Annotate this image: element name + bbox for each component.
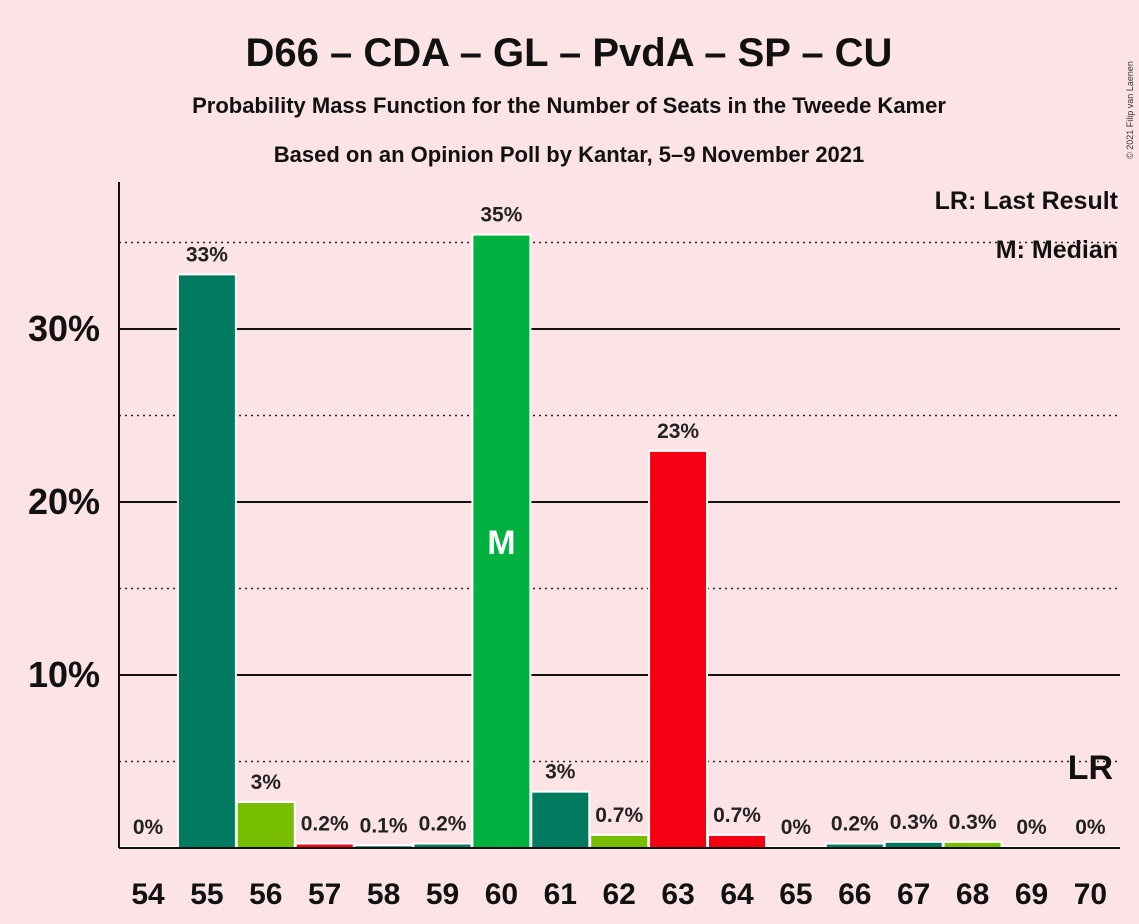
x-tick-label: 57: [308, 878, 341, 911]
chart-subtitle-2: Based on an Opinion Poll by Kantar, 5–9 …: [274, 142, 865, 167]
bar-60: [473, 235, 530, 848]
bar-55: [178, 275, 235, 848]
data-label-63: 23%: [657, 420, 699, 443]
data-labels-group: 0% 33% 3% 0.2% 0.1% 0.2% 35% 3% 0.7% 23% 0.7% 0% 0.2…: [133, 204, 1106, 839]
data-label-57: 0.2%: [301, 813, 349, 836]
bar-59: [414, 844, 471, 848]
median-marker: M: [487, 524, 515, 562]
x-tick-label: 70: [1074, 878, 1107, 911]
x-tick-label: 68: [956, 878, 989, 911]
data-label-60: 35%: [480, 204, 522, 227]
bar-62: [591, 835, 648, 848]
y-tick-label: 10%: [28, 654, 100, 695]
x-tick-label: 69: [1015, 878, 1048, 911]
bar-57: [296, 844, 353, 848]
y-tick-label: 20%: [28, 481, 100, 522]
last-result-marker: LR: [1068, 749, 1113, 787]
bar-67: [885, 842, 942, 848]
data-label-59: 0.2%: [419, 813, 467, 836]
data-label-67: 0.3%: [890, 811, 938, 834]
x-tick-label: 63: [661, 878, 694, 911]
x-tick-label: 62: [603, 878, 636, 911]
x-tick-label: 67: [897, 878, 930, 911]
data-label-55: 33%: [186, 243, 228, 266]
legend-last-result: LR: Last Result: [935, 187, 1119, 215]
y-tick-label: 30%: [28, 308, 100, 349]
data-label-65: 0%: [781, 816, 812, 839]
x-tick-label: 64: [720, 878, 754, 911]
bars-group: [118, 233, 1121, 848]
x-tick-label: 54: [131, 878, 165, 911]
x-tick-label: 61: [544, 878, 577, 911]
data-label-66: 0.2%: [831, 813, 879, 836]
bar-66: [826, 844, 883, 848]
data-label-64: 0.7%: [713, 804, 761, 827]
gridlines: [119, 241, 1120, 763]
data-label-56: 3%: [251, 771, 282, 794]
x-tick-label: 56: [249, 878, 282, 911]
data-label-70: 0%: [1075, 816, 1106, 839]
bar-56: [237, 803, 294, 848]
x-tick-label: 65: [779, 878, 812, 911]
data-label-58: 0.1%: [360, 814, 408, 837]
data-label-69: 0%: [1016, 816, 1047, 839]
data-label-62: 0.7%: [595, 804, 643, 827]
data-label-54: 0%: [133, 816, 164, 839]
x-tick-label: 55: [190, 878, 223, 911]
y-axis-ticks: 10% 20% 30%: [28, 308, 100, 695]
x-tick-label: 59: [426, 878, 459, 911]
markers-group: M LR: [487, 524, 1113, 787]
bar-64: [709, 835, 765, 848]
x-tick-label: 58: [367, 878, 400, 911]
chart-title: D66 – CDA – GL – PvdA – SP – CU: [246, 31, 893, 75]
bar-63: [650, 451, 707, 848]
data-label-61: 3%: [545, 761, 576, 784]
x-tick-label: 60: [485, 878, 518, 911]
data-label-68: 0.3%: [949, 811, 997, 834]
bar-61: [532, 792, 589, 848]
bar-halo: [353, 844, 414, 848]
x-tick-label: 66: [838, 878, 871, 911]
x-axis-ticks: 54 55 56 57 58 59 60 61 62 63 64 65 66 67 68 69 70: [131, 878, 1107, 911]
bar-68: [944, 842, 1001, 848]
chart-subtitle-1: Probability Mass Function for the Number…: [192, 93, 946, 118]
legend-median: M: Median: [996, 236, 1118, 264]
copyright-text: © 2021 Filip van Laenen: [1125, 61, 1135, 159]
